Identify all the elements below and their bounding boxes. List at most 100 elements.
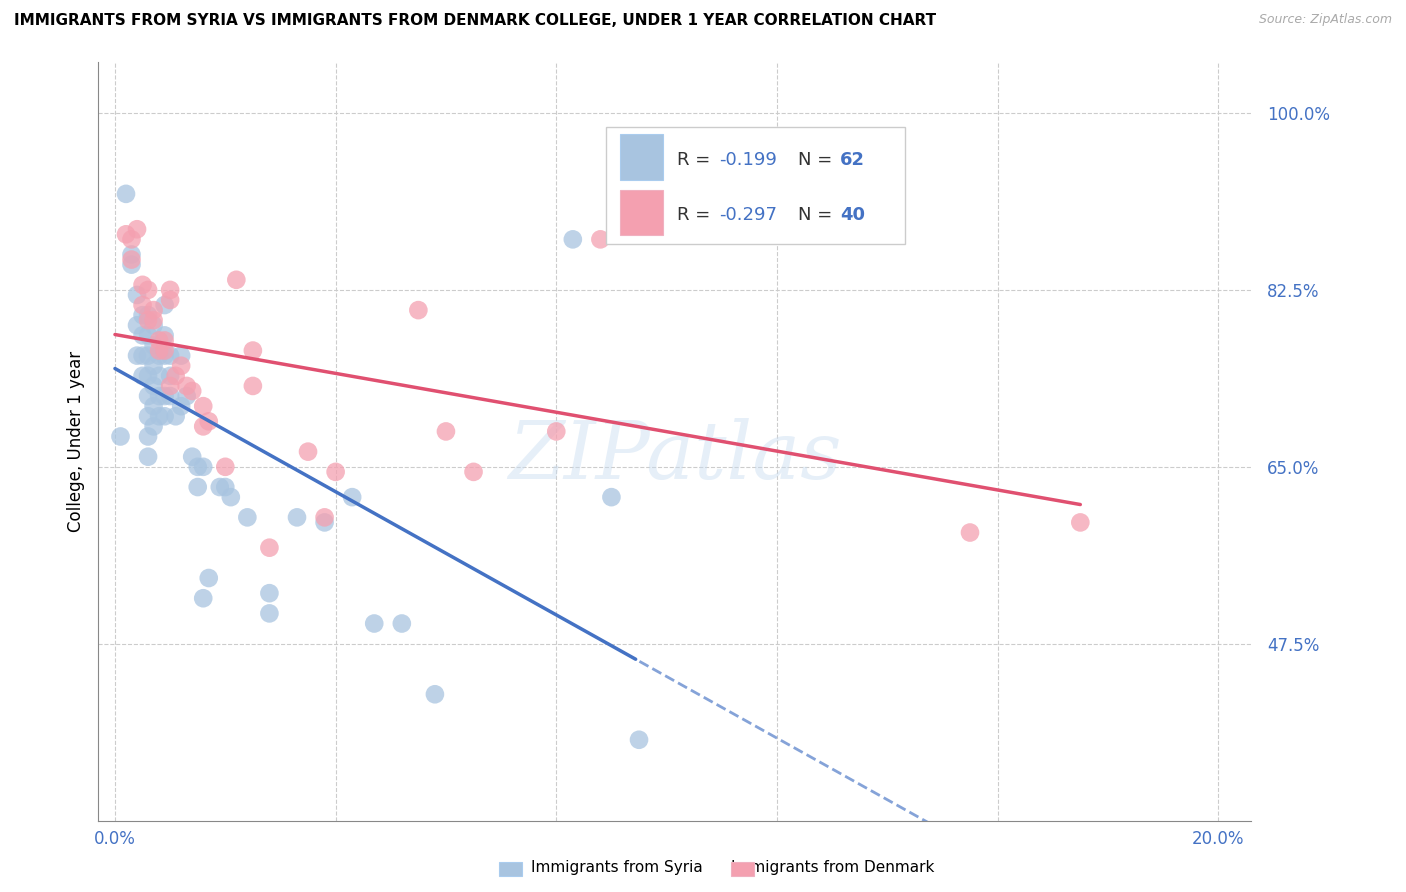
Text: N =: N = bbox=[799, 206, 838, 224]
Point bbox=[110, 429, 132, 443]
Point bbox=[153, 349, 176, 363]
Point bbox=[314, 510, 336, 524]
Point bbox=[115, 186, 138, 201]
Point bbox=[142, 399, 165, 413]
Point bbox=[136, 368, 159, 383]
Point bbox=[363, 616, 385, 631]
Point bbox=[214, 480, 236, 494]
Text: -0.199: -0.199 bbox=[718, 151, 776, 169]
Point bbox=[148, 334, 170, 348]
Point bbox=[170, 359, 193, 373]
Point bbox=[159, 349, 181, 363]
Point bbox=[159, 389, 181, 403]
Point bbox=[148, 368, 170, 383]
Point bbox=[236, 510, 259, 524]
Point bbox=[959, 525, 981, 540]
Point bbox=[181, 450, 204, 464]
Text: 40: 40 bbox=[839, 206, 865, 224]
Point bbox=[131, 328, 153, 343]
Point bbox=[115, 227, 138, 242]
Point bbox=[148, 389, 170, 403]
Text: Source: ZipAtlas.com: Source: ZipAtlas.com bbox=[1258, 13, 1392, 27]
Point bbox=[463, 465, 485, 479]
Point bbox=[148, 409, 170, 424]
Point bbox=[219, 490, 242, 504]
Text: R =: R = bbox=[678, 151, 716, 169]
Text: ZIPatlas: ZIPatlas bbox=[508, 418, 842, 495]
Point bbox=[142, 419, 165, 434]
Point bbox=[136, 389, 159, 403]
Point bbox=[214, 459, 236, 474]
FancyBboxPatch shape bbox=[620, 189, 664, 235]
Y-axis label: College, Under 1 year: College, Under 1 year bbox=[66, 351, 84, 533]
Point bbox=[655, 227, 678, 242]
Point bbox=[131, 298, 153, 312]
Point bbox=[170, 349, 193, 363]
Point bbox=[136, 349, 159, 363]
Point bbox=[225, 273, 247, 287]
Point bbox=[325, 465, 347, 479]
Point bbox=[142, 359, 165, 373]
Point bbox=[159, 379, 181, 393]
Point bbox=[121, 258, 143, 272]
Point bbox=[193, 591, 215, 606]
Point bbox=[165, 368, 187, 383]
Point bbox=[136, 328, 159, 343]
Point bbox=[142, 303, 165, 318]
Point bbox=[153, 389, 176, 403]
Point bbox=[340, 490, 363, 504]
Point bbox=[148, 343, 170, 358]
Text: Immigrants from Denmark: Immigrants from Denmark bbox=[731, 860, 935, 874]
Point bbox=[314, 516, 336, 530]
Point bbox=[242, 343, 264, 358]
Point bbox=[297, 444, 319, 458]
Point bbox=[148, 349, 170, 363]
Point bbox=[197, 571, 219, 585]
FancyBboxPatch shape bbox=[606, 127, 905, 244]
Point bbox=[600, 490, 623, 504]
Point bbox=[131, 277, 153, 292]
Point bbox=[561, 232, 583, 246]
Point bbox=[187, 480, 209, 494]
Point bbox=[125, 288, 148, 302]
Text: -0.297: -0.297 bbox=[718, 206, 776, 224]
Point bbox=[125, 349, 148, 363]
Point bbox=[153, 409, 176, 424]
Point bbox=[136, 450, 159, 464]
Point bbox=[546, 425, 568, 439]
Point bbox=[434, 425, 457, 439]
Point bbox=[131, 308, 153, 322]
Text: 62: 62 bbox=[839, 151, 865, 169]
Point bbox=[423, 687, 446, 701]
Point bbox=[1069, 516, 1091, 530]
Point bbox=[131, 349, 153, 363]
Text: N =: N = bbox=[799, 151, 838, 169]
Point bbox=[136, 283, 159, 297]
Point bbox=[142, 379, 165, 393]
Point bbox=[208, 480, 231, 494]
Point bbox=[121, 252, 143, 267]
Point bbox=[408, 303, 430, 318]
Point bbox=[136, 409, 159, 424]
Point bbox=[242, 379, 264, 393]
Point bbox=[627, 732, 650, 747]
Point bbox=[159, 293, 181, 307]
Point bbox=[197, 414, 219, 428]
Point bbox=[142, 313, 165, 327]
Point bbox=[121, 232, 143, 246]
Point bbox=[153, 298, 176, 312]
Point bbox=[136, 429, 159, 443]
Text: R =: R = bbox=[678, 206, 716, 224]
Point bbox=[136, 313, 159, 327]
Point bbox=[589, 232, 612, 246]
Point bbox=[193, 419, 215, 434]
Point bbox=[259, 541, 281, 555]
Point bbox=[136, 308, 159, 322]
Point bbox=[159, 283, 181, 297]
Point bbox=[121, 247, 143, 261]
Point bbox=[142, 318, 165, 333]
Point bbox=[125, 318, 148, 333]
Point bbox=[142, 338, 165, 352]
Point bbox=[187, 459, 209, 474]
Point bbox=[259, 607, 281, 621]
